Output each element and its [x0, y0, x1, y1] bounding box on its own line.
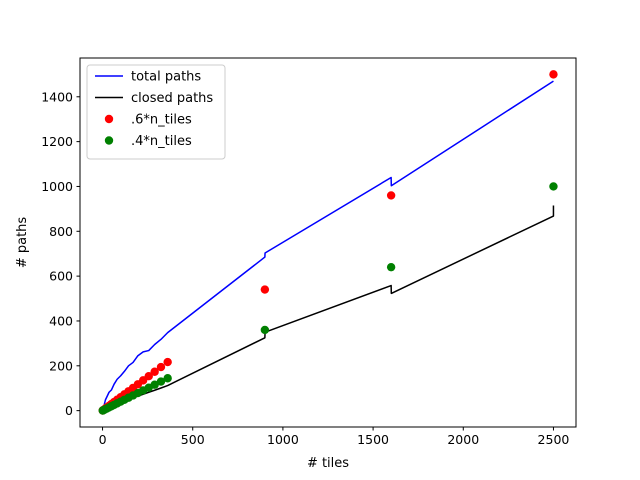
y-tick-label: 600 — [49, 269, 73, 284]
x-tick-label: 1500 — [357, 432, 389, 447]
series-layer — [98, 70, 558, 415]
y-tick-label: 1200 — [41, 134, 73, 149]
data-point-4-n-tiles — [150, 380, 159, 389]
data-point-6-n-tiles — [163, 357, 172, 367]
data-point-4-n-tiles — [549, 182, 558, 191]
data-point-6-n-tiles — [386, 191, 396, 200]
legend-label: .4*n_tiles — [131, 134, 192, 149]
data-point-4-n-tiles — [386, 262, 396, 272]
y-axis-label: # paths — [15, 217, 30, 269]
y-tick-label: 200 — [49, 358, 73, 373]
y-tick-label: 1400 — [41, 89, 73, 104]
legend-label: .6*n_tiles — [131, 113, 192, 128]
x-tick-label: 500 — [181, 432, 205, 447]
data-point-6-n-tiles — [144, 372, 153, 381]
data-point-6-n-tiles — [549, 70, 558, 79]
legend-marker-swatch — [104, 114, 114, 124]
legend-label: total paths — [131, 70, 201, 85]
legend-marker-swatch — [104, 136, 114, 145]
data-point-4-n-tiles — [163, 374, 172, 383]
y-tick-label: 800 — [49, 224, 73, 239]
x-axis-label: # tiles — [307, 456, 349, 471]
x-axis: 0 500 1000 1500 2000 2500 — [99, 427, 570, 447]
series-line-total-paths — [102, 80, 554, 411]
x-tick-label: 1000 — [267, 432, 299, 447]
x-tick-label: 2000 — [447, 432, 479, 447]
data-point-4-n-tiles — [156, 377, 166, 386]
legend-box — [86, 64, 226, 160]
axes-frame — [79, 57, 577, 428]
data-point-6-n-tiles — [156, 362, 166, 372]
y-axis: 0 200 400 600 800 1000 1200 1400 — [41, 89, 80, 418]
data-point-6-n-tiles — [150, 367, 159, 376]
legend: total paths closed paths .6*n_tiles .4*n_ti… — [86, 64, 226, 160]
x-tick-label: 2500 — [538, 432, 570, 447]
x-tick-label: 0 — [99, 432, 107, 447]
data-point-6-n-tiles — [260, 285, 270, 294]
data-point-4-n-tiles — [260, 325, 270, 335]
legend-label: closed paths — [131, 91, 213, 106]
y-tick-label: 0 — [65, 403, 73, 418]
y-tick-label: 400 — [49, 313, 73, 328]
y-tick-label: 1000 — [41, 179, 73, 194]
